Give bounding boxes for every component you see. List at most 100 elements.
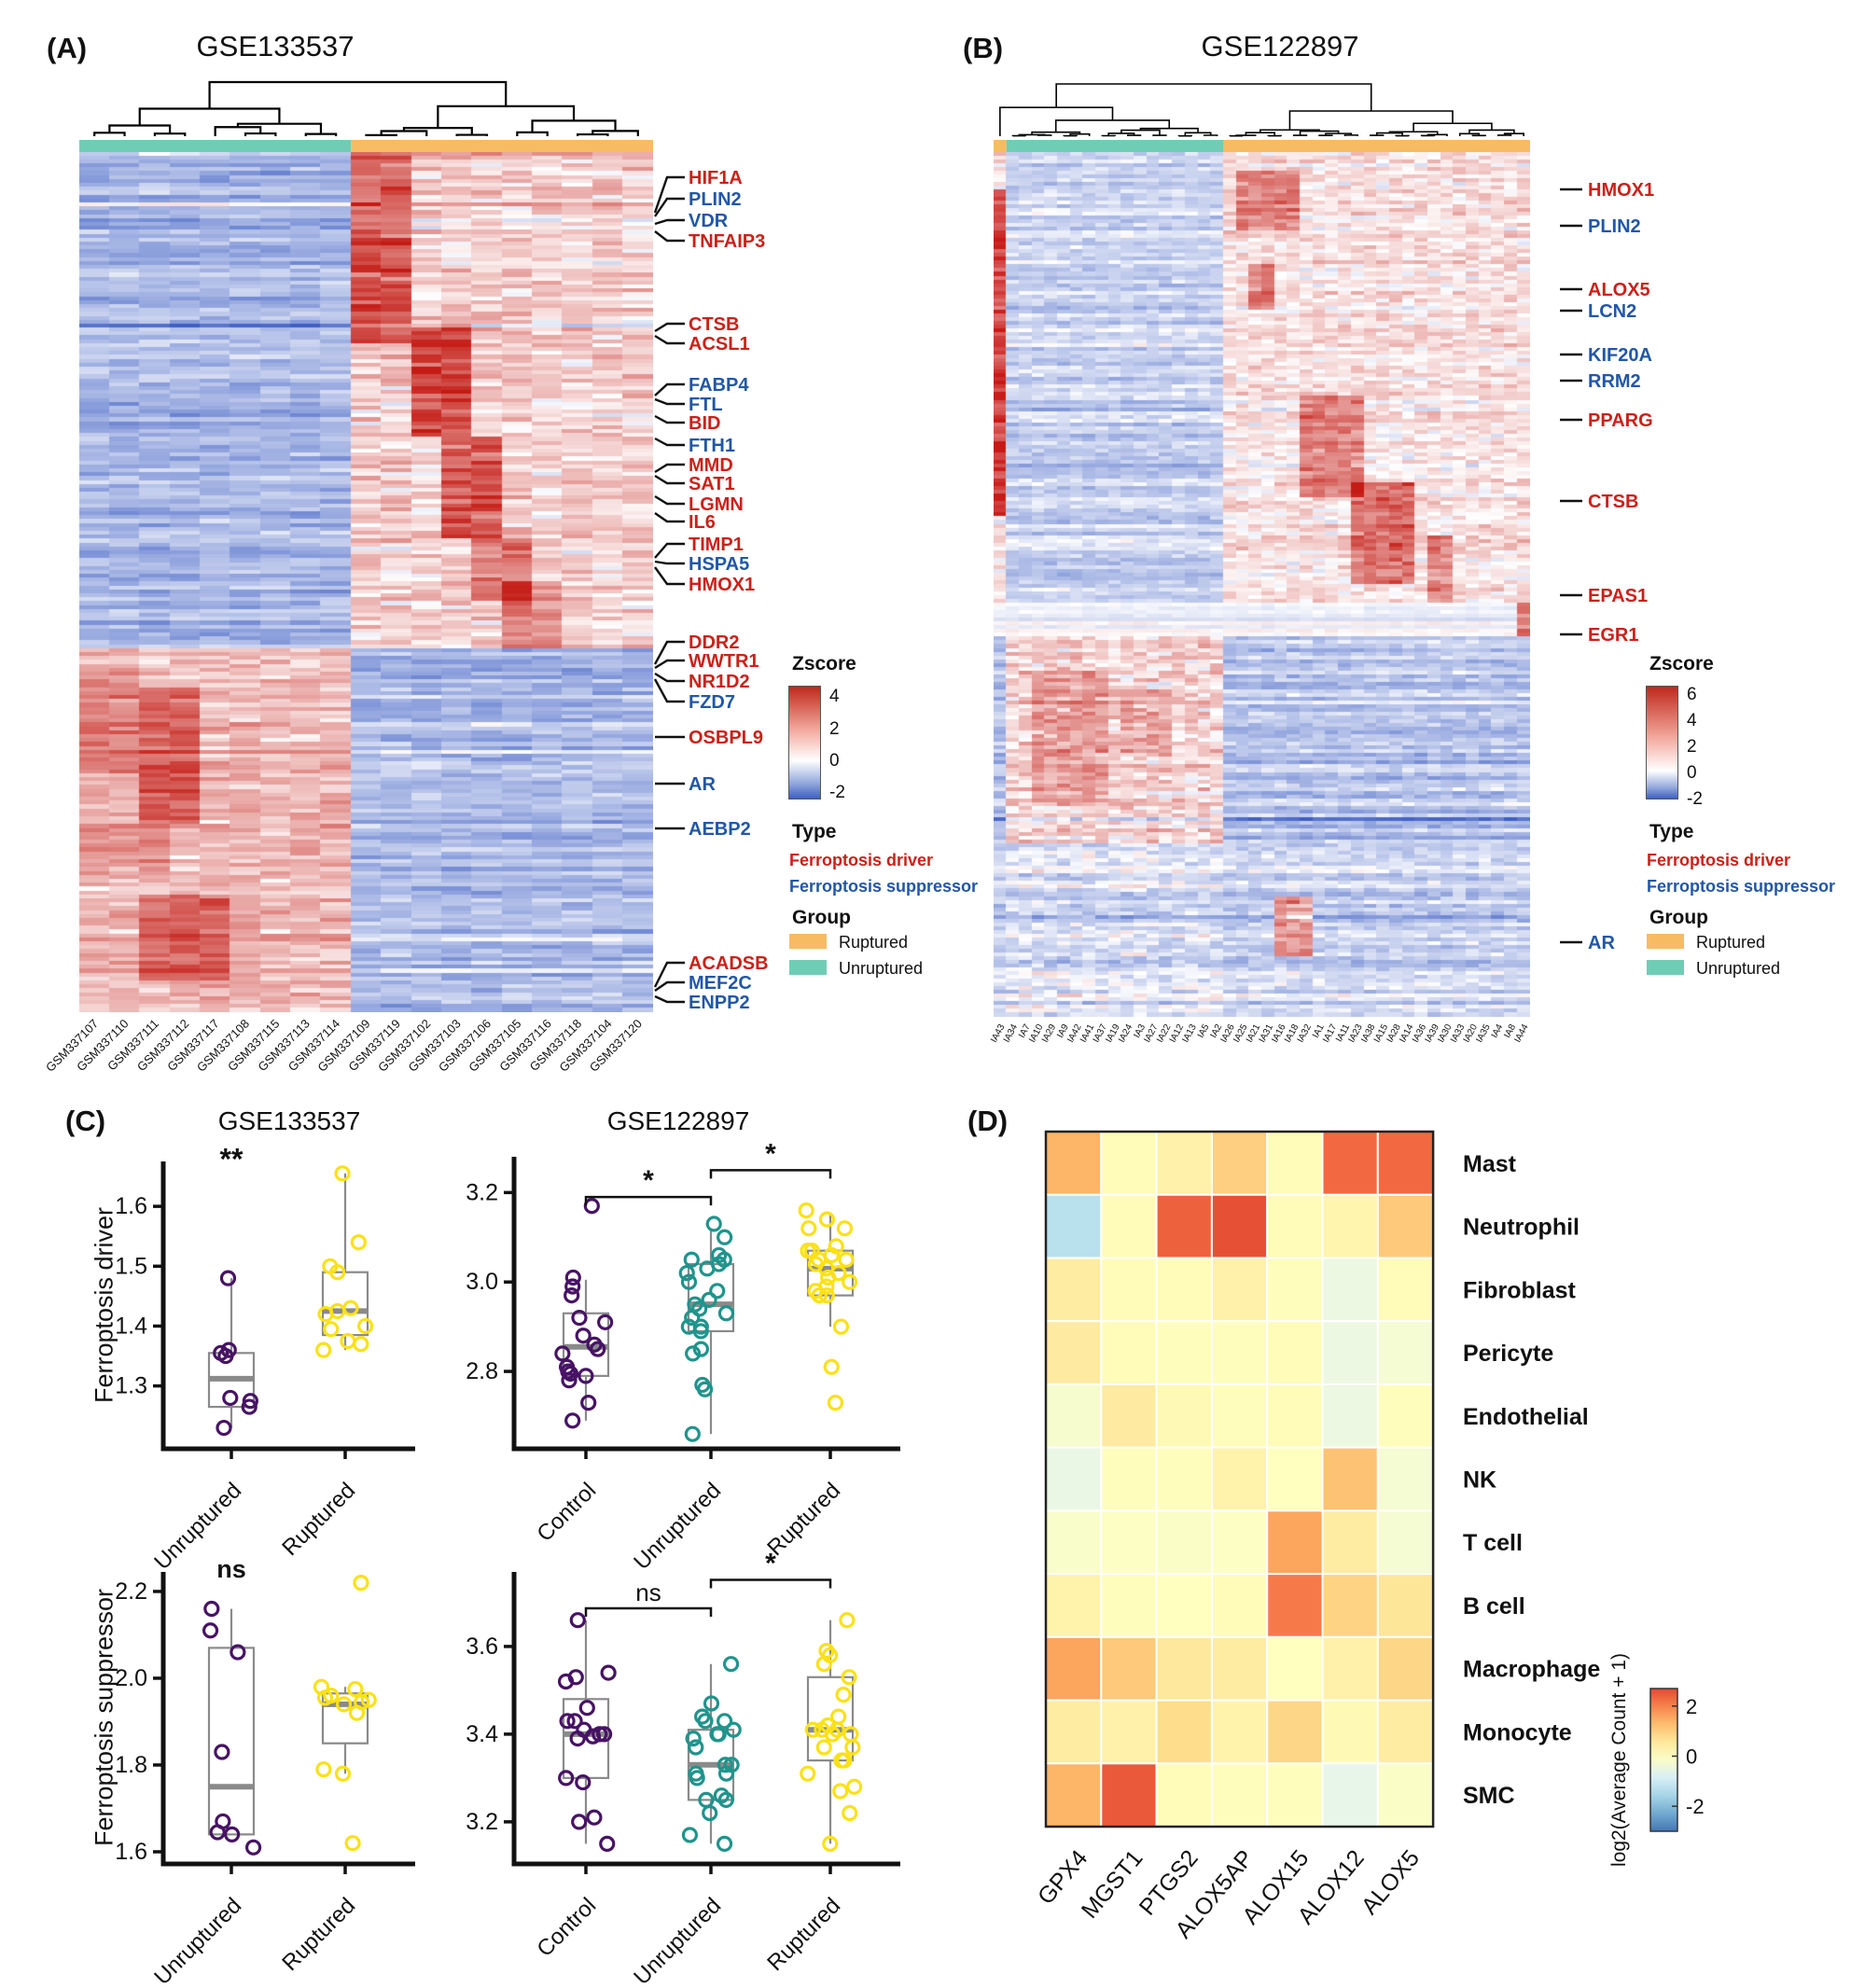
data-point bbox=[216, 1419, 232, 1437]
data-point bbox=[347, 1680, 364, 1698]
data-point bbox=[815, 1656, 832, 1673]
gene-label: WWTR1 bbox=[689, 651, 759, 672]
data-point bbox=[353, 1575, 369, 1592]
gene-label: LGMN bbox=[689, 494, 744, 515]
cell-type-label: Fibroblast bbox=[1463, 1277, 1577, 1303]
data-point bbox=[600, 1664, 617, 1681]
cell-type-label: Macrophage bbox=[1463, 1657, 1600, 1683]
cell-type-label: Monocyte bbox=[1463, 1719, 1572, 1745]
data-point bbox=[824, 1726, 841, 1743]
heatmap-cell bbox=[1155, 1762, 1213, 1828]
significance-label: * bbox=[765, 1548, 776, 1578]
type-suppressor-label-b: Ferroptosis suppressor bbox=[1647, 877, 1836, 896]
heatmap-cell bbox=[1376, 1446, 1435, 1512]
gene-label: EGR1 bbox=[1588, 625, 1638, 646]
zscore-tick: 2 bbox=[829, 718, 840, 739]
data-point bbox=[242, 1393, 258, 1410]
data-point bbox=[701, 1291, 717, 1308]
colorbar-axis-label: log2(Average Count + 1) bbox=[1608, 1653, 1630, 1867]
gene-label: CTSB bbox=[1588, 492, 1638, 512]
data-point bbox=[575, 1773, 591, 1791]
data-point bbox=[315, 1761, 332, 1778]
ruptured-swatch bbox=[1647, 934, 1684, 949]
heatmap-cell bbox=[1100, 1509, 1158, 1576]
significance-label: * bbox=[643, 1165, 654, 1196]
data-point bbox=[578, 1700, 595, 1717]
heatmap-cell bbox=[1376, 1257, 1435, 1323]
data-point bbox=[344, 1835, 361, 1852]
heatmap-cell bbox=[1045, 1193, 1103, 1259]
y-tick-label: 1.6 bbox=[115, 1839, 147, 1865]
significance-label: ns bbox=[635, 1578, 661, 1606]
zscore-tick: -2 bbox=[829, 783, 845, 803]
zscore-tick: 4 bbox=[1687, 711, 1697, 730]
heatmap-cell bbox=[1210, 1699, 1269, 1765]
data-point bbox=[583, 1198, 600, 1215]
data-point bbox=[586, 1809, 603, 1826]
legend-b: Zscore 6 4 2 0 -2 Type Ferroptosis driver Fe… bbox=[1644, 653, 1840, 989]
data-point bbox=[554, 1345, 571, 1362]
heatmap-b bbox=[994, 152, 1530, 1017]
x-tick-label: Unruptured bbox=[149, 1893, 246, 1988]
cell-type-label: NK bbox=[1463, 1467, 1496, 1494]
heatmap-cell bbox=[1210, 1257, 1269, 1323]
heatmap-cell bbox=[1266, 1573, 1324, 1638]
heatmap-cell bbox=[1376, 1762, 1435, 1828]
y-tick-label: 2.0 bbox=[115, 1665, 147, 1691]
data-point bbox=[591, 1726, 608, 1743]
data-point bbox=[835, 1686, 852, 1703]
heatmap-cell bbox=[1210, 1573, 1269, 1638]
sample-label: IA4 bbox=[1490, 1022, 1506, 1040]
group-bar-unruptured bbox=[79, 140, 352, 152]
heatmap-cell bbox=[1210, 1509, 1269, 1576]
data-point bbox=[569, 1730, 586, 1747]
gene-column-label: ALOX5 bbox=[1357, 1845, 1425, 1920]
data-point bbox=[832, 1783, 849, 1800]
data-point bbox=[214, 1744, 230, 1760]
zscore-tick: 0 bbox=[829, 751, 840, 771]
x-tick-label: Unruptured bbox=[629, 1478, 726, 1575]
gene-label: RRM2 bbox=[1588, 371, 1641, 392]
data-point bbox=[688, 1739, 704, 1756]
data-point bbox=[329, 1264, 346, 1281]
gene-label: AR bbox=[1588, 933, 1615, 953]
data-point bbox=[823, 1358, 840, 1375]
data-point bbox=[703, 1695, 720, 1712]
gene-label: PLIN2 bbox=[689, 189, 742, 210]
heatmap-cell bbox=[1045, 1762, 1103, 1828]
gene-label: AR bbox=[689, 774, 716, 795]
heatmap-cell bbox=[1321, 1320, 1379, 1385]
cell-type-label: Endothelial bbox=[1463, 1404, 1589, 1430]
heatmap-cell bbox=[1155, 1573, 1213, 1638]
zscore-tick: -2 bbox=[1687, 789, 1703, 809]
gene-label: LCN2 bbox=[1588, 301, 1636, 322]
heatmap-cell bbox=[1100, 1383, 1158, 1449]
heatmap-cell bbox=[1376, 1573, 1435, 1638]
gene-label: TNFAIP3 bbox=[689, 231, 765, 252]
data-point bbox=[340, 1332, 356, 1350]
data-point bbox=[681, 1827, 699, 1843]
ruptured-swatch bbox=[789, 934, 827, 949]
x-tick-label: Ruptured bbox=[762, 1893, 845, 1976]
type-legend-title-b: Type bbox=[1649, 821, 1694, 842]
ylabel-ferroptosis-driver: Ferroptosis driver bbox=[90, 1206, 118, 1404]
data-point bbox=[838, 1251, 855, 1268]
cell-type-label: Mast bbox=[1463, 1151, 1517, 1177]
zscore-colorbar-a bbox=[788, 686, 821, 799]
gene-label: FABP4 bbox=[689, 375, 749, 396]
data-point bbox=[815, 1739, 832, 1756]
heatmap-cell bbox=[1100, 1762, 1158, 1828]
heatmap-cell bbox=[1100, 1131, 1158, 1196]
x-tick-label: Control bbox=[532, 1893, 601, 1962]
panel-d-heatmap: Mast Neutrophil Fibroblast Pericyte Endothel… bbox=[1033, 1130, 1705, 1943]
data-point bbox=[717, 1713, 733, 1730]
y-tick-label: 3.0 bbox=[466, 1269, 498, 1295]
data-point bbox=[697, 1381, 714, 1397]
unruptured-swatch bbox=[789, 960, 827, 975]
data-point bbox=[717, 1229, 733, 1245]
unruptured-swatch bbox=[1647, 960, 1684, 975]
heatmap-cell bbox=[1266, 1131, 1324, 1196]
heatmap-cell bbox=[1266, 1257, 1324, 1323]
